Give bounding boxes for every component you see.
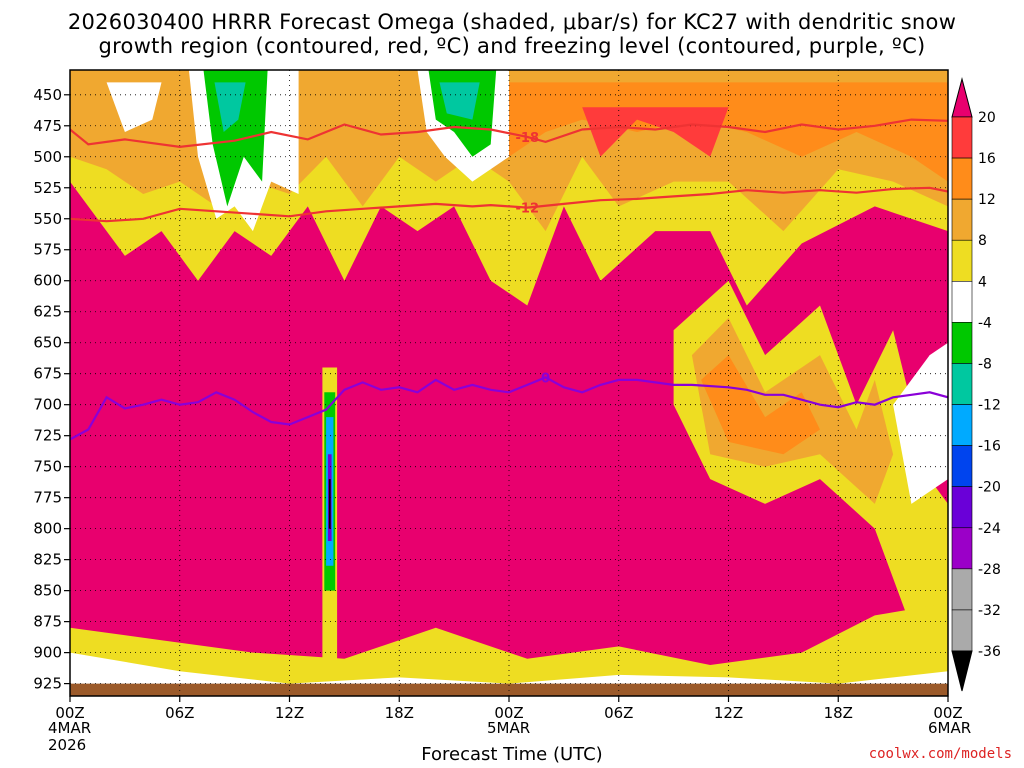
x-axis: 00Z 06Z 12Z 18Z 00Z 06Z 12Z 18Z 00Z bbox=[55, 696, 963, 722]
ytick-label-600: 600 bbox=[33, 272, 62, 290]
contour-label-1: -12 bbox=[516, 202, 540, 217]
colorbar-swatch-12 bbox=[951, 609, 973, 652]
ytick-label-850: 850 bbox=[33, 582, 62, 600]
colorbar-swatch-6 bbox=[951, 363, 973, 405]
ytick-label-725: 725 bbox=[33, 427, 62, 445]
colorbar-label--4: -4 bbox=[978, 315, 992, 331]
contour-0 bbox=[70, 118, 948, 149]
x-date-4mar: 4MAR bbox=[48, 719, 92, 737]
colorbar-swatch-10 bbox=[951, 527, 973, 570]
xtick-label-12: 12Z bbox=[275, 704, 304, 722]
colorbar-label--20: -20 bbox=[978, 480, 1001, 496]
ytick-label-625: 625 bbox=[33, 303, 62, 321]
ytick-label-650: 650 bbox=[33, 334, 62, 352]
xtick-label-6: 06Z bbox=[165, 704, 194, 722]
contour-2 bbox=[70, 376, 948, 441]
shade-low-yellow bbox=[70, 603, 948, 696]
chart-title-line-1: 2026030400 HRRR Forecast Omega (shaded, … bbox=[67, 10, 957, 34]
y-axis: 450 475 500 525 550 575 600 625 650 675 700 725 750 7… bbox=[33, 86, 70, 693]
ytick-label-675: 675 bbox=[33, 365, 62, 383]
shade-upper-red bbox=[582, 107, 729, 157]
colorbar-label--36: -36 bbox=[978, 644, 1001, 660]
colorbar-label--28: -28 bbox=[978, 562, 1001, 578]
chart-title-line-2: growth region (contoured, red, ºC) and f… bbox=[98, 34, 926, 58]
ytick-label-500: 500 bbox=[33, 148, 62, 166]
colorbar-label-8: 8 bbox=[978, 233, 987, 249]
colorbar-swatch-5 bbox=[951, 322, 973, 364]
shade-right-white bbox=[893, 342, 948, 504]
ytick-label-700: 700 bbox=[33, 396, 62, 414]
ytick-label-750: 750 bbox=[33, 458, 62, 476]
x-axis-label: Forecast Time (UTC) bbox=[421, 744, 603, 765]
xtick-label-48: 00Z bbox=[933, 704, 962, 722]
colorbar-swatch-1 bbox=[951, 157, 973, 200]
colorbar-swatch-11 bbox=[951, 568, 973, 611]
ytick-label-550: 550 bbox=[33, 210, 62, 228]
colorbar-label--12: -12 bbox=[978, 398, 1001, 414]
colorbar-swatch-3 bbox=[951, 239, 973, 282]
colorbar-swatch-max bbox=[951, 77, 973, 118]
xtick-label-36: 12Z bbox=[714, 704, 743, 722]
colorbar-label-12: 12 bbox=[978, 192, 996, 208]
colorbar-swatch-min bbox=[951, 650, 973, 692]
colorbar-swatch-4 bbox=[951, 281, 973, 323]
ytick-label-925: 925 bbox=[33, 675, 62, 693]
xtick-label-30: 06Z bbox=[604, 704, 633, 722]
source-credit[interactable]: coolwx.com/models bbox=[868, 746, 1012, 762]
ytick-label-900: 900 bbox=[33, 644, 62, 662]
ytick-label-875: 875 bbox=[33, 613, 62, 631]
xtick-label-24: 00Z bbox=[494, 704, 523, 722]
shade-streak-black bbox=[328, 479, 331, 529]
ytick-label-525: 525 bbox=[33, 179, 62, 197]
x-date-6mar: 6MAR bbox=[928, 719, 972, 737]
colorbar-label-4: 4 bbox=[978, 274, 987, 290]
shade-teal-pocket-2 bbox=[439, 82, 480, 120]
colorbar-label-16: 16 bbox=[978, 151, 996, 167]
ytick-label-450: 450 bbox=[33, 86, 62, 104]
colorbar-label--8: -8 bbox=[978, 356, 992, 372]
contour-label-0: -18 bbox=[516, 131, 540, 146]
xtick-label-0: 00Z bbox=[55, 704, 84, 722]
contour-1 bbox=[70, 186, 948, 223]
ytick-label-825: 825 bbox=[33, 551, 62, 569]
colorbar-label-20: 20 bbox=[978, 110, 996, 126]
ytick-label-775: 775 bbox=[33, 489, 62, 507]
x-year: 2026 bbox=[48, 736, 87, 754]
x-date-5mar: 5MAR bbox=[487, 719, 531, 737]
contour-label-2: 0 bbox=[541, 371, 550, 386]
contours: -18 -12 0 bbox=[70, 118, 948, 441]
colorbar-legend: 20 16 12 8 4 -4 -8 -12 -16 -20 -24 -28 -32 -36 bbox=[951, 77, 1001, 692]
ytick-label-475: 475 bbox=[33, 117, 62, 135]
shade-right-orange bbox=[701, 355, 820, 455]
colorbar-label--32: -32 bbox=[978, 603, 1001, 619]
colorbar-label--24: -24 bbox=[978, 521, 1001, 537]
colorbar-swatch-9 bbox=[951, 486, 973, 529]
colorbar-swatch-0 bbox=[951, 116, 973, 159]
shade-ground bbox=[70, 683, 948, 696]
colorbar-swatch-8 bbox=[951, 445, 973, 487]
colorbar-swatch-7 bbox=[951, 404, 973, 446]
colorbar-swatch-2 bbox=[951, 198, 973, 241]
xtick-label-18: 18Z bbox=[385, 704, 414, 722]
ytick-label-800: 800 bbox=[33, 520, 62, 538]
colorbar-label--16: -16 bbox=[978, 439, 1001, 455]
shade-teal-pocket-1 bbox=[214, 82, 246, 132]
ytick-label-575: 575 bbox=[33, 241, 62, 259]
xtick-label-42: 18Z bbox=[824, 704, 853, 722]
